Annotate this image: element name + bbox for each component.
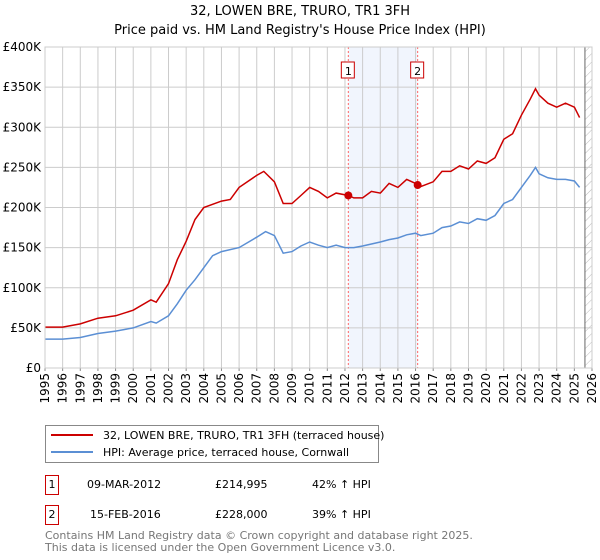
x-tick-label: 2013 — [356, 373, 370, 404]
x-tick-label: 2000 — [126, 373, 140, 404]
series-line — [45, 87, 581, 328]
sale-point — [344, 191, 353, 200]
blue-line-swatch — [51, 451, 93, 453]
x-tick-label: 2006 — [232, 373, 246, 404]
legend-label: HPI: Average price, terraced house, Corn… — [103, 445, 350, 459]
x-tick-label: 2018 — [444, 373, 458, 404]
footer-line2: This data is licensed under the Open Gov… — [45, 541, 396, 554]
x-tick-label: 2025 — [567, 373, 581, 404]
title: 32, LOWEN BRE, TRURO, TR1 3FH — [189, 4, 411, 19]
footer-line1: Contains HM Land Registry data © Crown c… — [45, 529, 473, 542]
x-tick-label: 2003 — [179, 373, 193, 404]
x-tick-label: 2022 — [514, 373, 528, 404]
x-tick-label: 2007 — [250, 373, 264, 404]
sale-marker-label: 2 — [414, 65, 421, 78]
sale-marker-box — [340, 61, 355, 79]
x-tick-label: 2021 — [497, 373, 511, 404]
sale-price: £214,995 — [215, 478, 268, 491]
subtitle: Price paid vs. HM Land Registry's House … — [114, 23, 486, 38]
x-tick-label: 2016 — [409, 373, 423, 404]
x-tick-label: 2004 — [197, 373, 211, 404]
x-tick-label: 1995 — [38, 373, 52, 404]
x-tick-label: 2014 — [373, 373, 387, 404]
sale-point — [413, 181, 422, 190]
sale-marker-box — [410, 61, 425, 79]
x-tick-label: 2026 — [585, 373, 599, 404]
x-tick-label: 2024 — [550, 373, 564, 404]
y-tick-label: £400K — [3, 40, 43, 54]
sale-marker-label: 1 — [345, 65, 352, 78]
x-tick-label: 1997 — [73, 373, 87, 404]
y-tick-label: £0 — [26, 361, 41, 375]
x-tick-label: 1999 — [109, 373, 123, 404]
y-tick-label: £150K — [3, 241, 43, 255]
x-tick-label: 2001 — [144, 373, 158, 404]
red-line-swatch — [51, 434, 93, 436]
legend-item-property: 32, LOWEN BRE, TRURO, TR1 3FH (terraced … — [51, 427, 384, 443]
x-tick-label: 1998 — [91, 373, 105, 404]
price-chart: 1995 1996 1997 1998 1999 2000 2001 2002 2003 2004… — [3, 40, 599, 404]
sale-date: 15-FEB-2016 — [90, 508, 161, 521]
x-tick-label: 2023 — [532, 373, 546, 404]
sale-hpi: 39% ↑ HPI — [312, 508, 371, 521]
sale-badge: 1 — [45, 475, 59, 495]
x-tick-label: 2017 — [426, 373, 440, 404]
x-tick-label: 2010 — [303, 373, 317, 404]
x-tick-label: 2005 — [214, 373, 228, 404]
y-tick-label: £250K — [3, 160, 43, 174]
x-tick-label: 2012 — [338, 373, 352, 404]
x-tick-label: 2008 — [267, 373, 281, 404]
plot-frame — [44, 46, 593, 369]
x-tick-label: 2011 — [320, 373, 334, 404]
sale-date: 09-MAR-2012 — [87, 478, 162, 491]
sale-hpi: 42% ↑ HPI — [312, 478, 371, 491]
sale-price: £228,000 — [215, 508, 268, 521]
sale-row-1: 1 09-MAR-2012 £214,995 42% ↑ HPI — [45, 475, 565, 495]
chart-title: 32, LOWEN BRE, TRURO, TR1 3FH Price paid … — [0, 2, 600, 40]
x-tick-label: 2019 — [461, 373, 475, 404]
y-tick-label: £200K — [3, 201, 43, 215]
sale-row-2: 2 15-FEB-2016 £228,000 39% ↑ HPI — [45, 505, 565, 525]
x-tick-label: 2002 — [162, 373, 176, 404]
y-tick-label: £50K — [10, 321, 42, 335]
x-tick-label: 2009 — [285, 373, 299, 404]
y-tick-label: £300K — [3, 120, 43, 134]
legend-label: 32, LOWEN BRE, TRURO, TR1 3FH (terraced … — [103, 428, 385, 442]
legend-item-hpi: HPI: Average price, terraced house, Corn… — [51, 444, 349, 460]
legend: 32, LOWEN BRE, TRURO, TR1 3FH (terraced … — [45, 425, 384, 463]
y-tick-label: £350K — [3, 80, 43, 94]
x-tick-label: 2020 — [479, 373, 493, 404]
series-line — [45, 165, 581, 340]
x-tick-label: 1996 — [56, 373, 70, 404]
sale-badge: 2 — [45, 505, 59, 525]
x-tick-label: 2015 — [391, 373, 405, 404]
y-tick-label: £100K — [3, 281, 43, 295]
footer: Contains HM Land Registry data © Crown c… — [45, 530, 473, 554]
